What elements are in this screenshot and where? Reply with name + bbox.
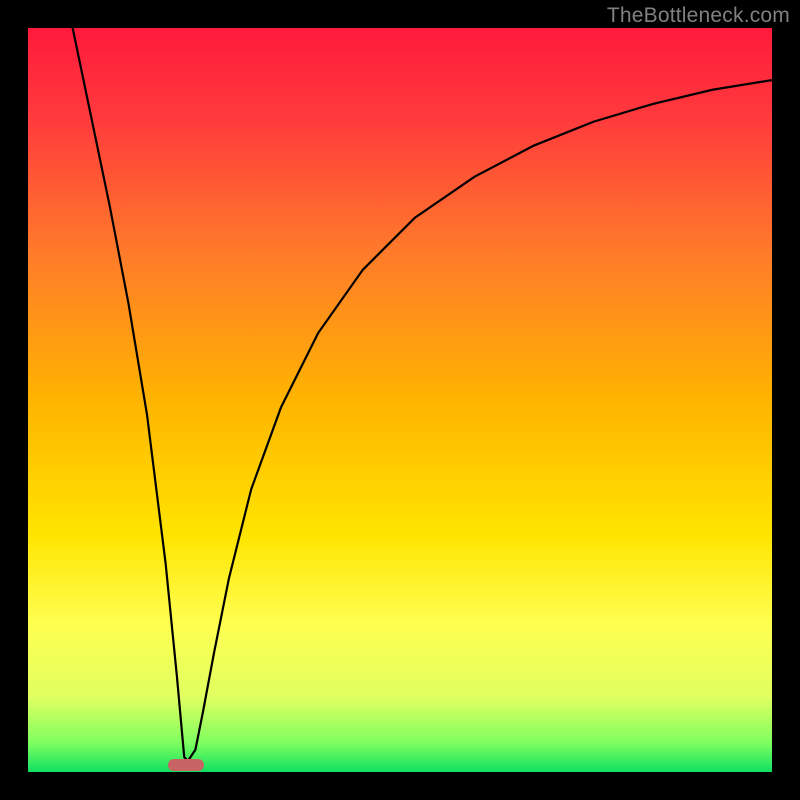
optimal-range-marker [168, 759, 204, 771]
curve-layer [28, 28, 772, 772]
bottleneck-curve [73, 28, 772, 761]
plot-area [28, 28, 772, 772]
watermark-text: TheBottleneck.com [607, 4, 790, 28]
plot-frame [0, 0, 800, 800]
